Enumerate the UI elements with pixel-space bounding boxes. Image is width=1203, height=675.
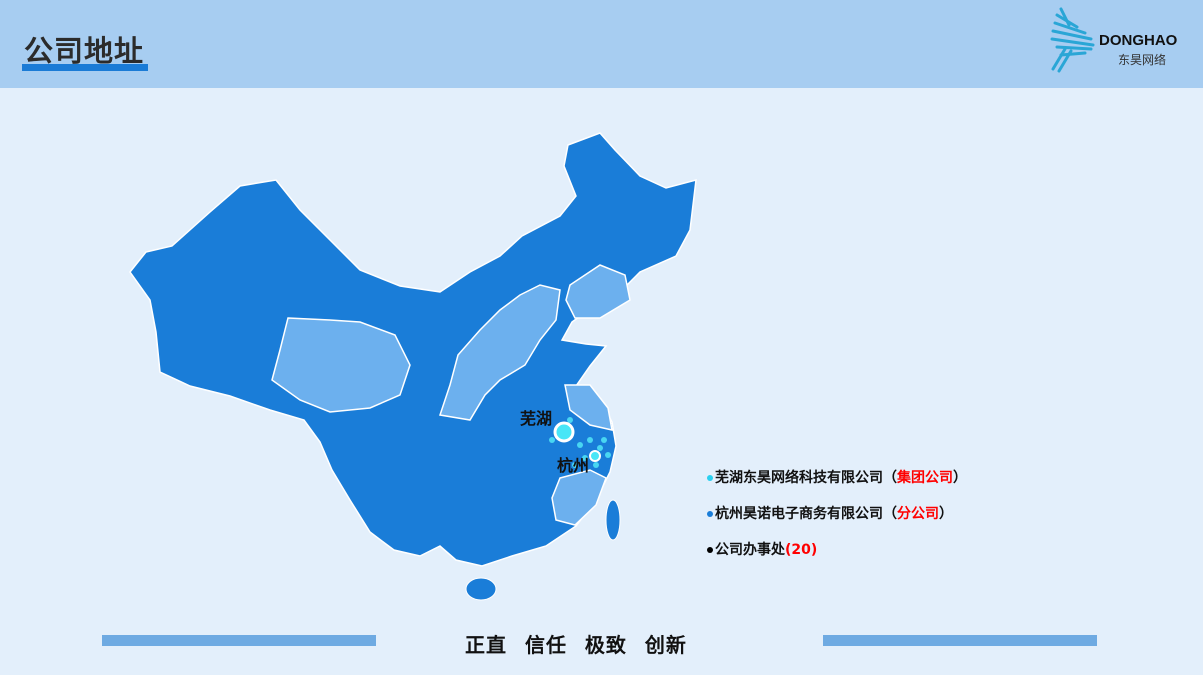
logo-text-en: DONGHAO [1099, 32, 1178, 49]
province-fujian [551, 469, 607, 526]
paren: （ [883, 470, 897, 486]
legend-tag: 集团公司 [897, 470, 953, 486]
paren: ( [785, 542, 792, 558]
title-underline [22, 64, 148, 71]
legend-dot-icon [707, 475, 713, 481]
province-jiangsu [564, 384, 613, 431]
legend-name: 芜湖东昊网络科技有限公司 [715, 470, 883, 486]
footer-slogan: 正直 信任 极致 创新 [465, 633, 687, 657]
hainan-island [465, 577, 497, 601]
legend-tag: 20 [791, 542, 811, 558]
paren: ） [939, 506, 953, 522]
logo-text-cn: 东昊网络 [1118, 53, 1167, 67]
city-label-hangzhou: 杭州 [557, 456, 590, 475]
city-label-wuhu: 芜湖 [520, 409, 553, 428]
office-dots [549, 417, 611, 468]
hangzhou-marker[interactable] [589, 450, 601, 462]
legend-name: 公司办事处 [715, 542, 785, 558]
legend-item-wuhu: 芜湖东昊网络科技有限公司（集团公司） [707, 467, 967, 487]
province-liaoning [565, 264, 631, 319]
wuhu-marker[interactable] [553, 421, 575, 443]
province-shaanxi-shanxi [439, 284, 561, 421]
province-qinghai [271, 317, 411, 413]
legend-name: 杭州昊诺电子商务有限公司 [715, 506, 883, 522]
legend-dot-icon [707, 547, 713, 553]
logo-feather-icon [1050, 7, 1095, 73]
paren: ） [953, 470, 967, 486]
legend-item-hangzhou: 杭州昊诺电子商务有限公司（分公司） [707, 503, 953, 523]
legend-tag: 分公司 [897, 506, 939, 522]
footer-bar-right [823, 635, 1097, 646]
header-band [0, 0, 1203, 88]
page-title: 公司地址 [24, 34, 145, 68]
legend-dot-icon [707, 511, 713, 517]
taiwan-island [605, 499, 621, 541]
paren: （ [883, 506, 897, 522]
legend-item-offices: 公司办事处(20) [707, 539, 817, 559]
footer-bar-left [102, 635, 376, 646]
paren: ) [810, 542, 818, 558]
